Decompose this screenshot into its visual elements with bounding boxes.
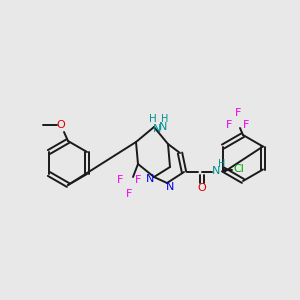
- Text: F: F: [117, 175, 123, 185]
- Text: F: F: [135, 175, 141, 185]
- Text: O: O: [198, 183, 206, 193]
- Text: N: N: [146, 174, 154, 184]
- Text: O: O: [57, 120, 65, 130]
- Text: N: N: [153, 124, 161, 134]
- Text: Cl: Cl: [234, 164, 244, 175]
- Text: H: H: [161, 114, 169, 124]
- Text: F: F: [226, 120, 232, 130]
- Text: F: F: [126, 189, 132, 199]
- Text: H: H: [218, 159, 226, 169]
- Text: N: N: [212, 166, 220, 176]
- Text: H: H: [149, 114, 157, 124]
- Text: F: F: [243, 120, 249, 130]
- Text: N: N: [159, 122, 167, 132]
- Text: F: F: [235, 108, 241, 118]
- Text: N: N: [166, 182, 174, 192]
